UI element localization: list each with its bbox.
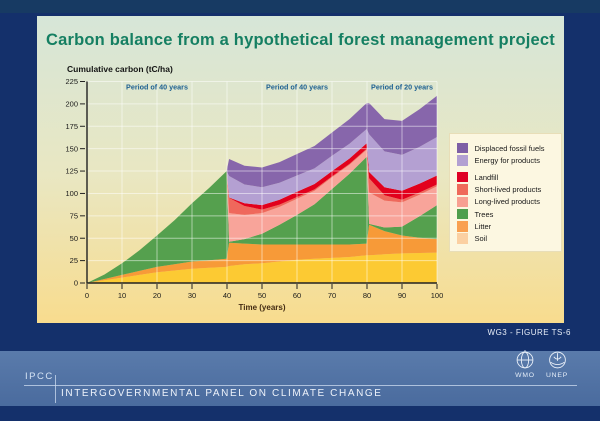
y-tick-label: 0 bbox=[74, 279, 78, 288]
legend-item: Long-lived products bbox=[450, 196, 561, 208]
period-annotation: Period of 40 years bbox=[266, 83, 328, 92]
legend-swatch bbox=[457, 171, 468, 183]
legend-label: Soil bbox=[474, 234, 488, 244]
org-name: INTERGOVERNMENTAL PANEL ON CLIMATE CHANG… bbox=[61, 388, 383, 399]
x-axis-title: Time (years) bbox=[238, 303, 286, 312]
y-tick-label: 200 bbox=[65, 99, 78, 108]
x-tick-label: 60 bbox=[293, 291, 301, 300]
legend-swatch bbox=[457, 155, 468, 166]
legend-swatch bbox=[457, 208, 468, 220]
axis-spines bbox=[86, 81, 437, 284]
top-strip bbox=[0, 0, 600, 13]
unep-label: UNEP bbox=[545, 372, 569, 379]
legend-label: Long-lived products bbox=[474, 197, 540, 207]
legend-swatch bbox=[457, 184, 468, 195]
y-axis-title: Cumulative carbon (tC/ha) bbox=[67, 64, 173, 74]
legend-item: Litter bbox=[450, 220, 561, 232]
legend-swatch bbox=[457, 142, 468, 154]
x-tick-label: 10 bbox=[118, 291, 126, 300]
legend-label: Litter bbox=[474, 221, 492, 231]
y-tick-label: 175 bbox=[65, 122, 78, 131]
period-annotations: Period of 40 years Period of 40 years Peri… bbox=[126, 83, 433, 92]
legend-item: Landfill bbox=[450, 171, 561, 183]
footer-divider-line bbox=[24, 385, 577, 386]
x-tick-label: 0 bbox=[85, 291, 89, 300]
figure-card: Carbon balance from a hypothetical fores… bbox=[37, 16, 564, 323]
tick-labels: 0 25 50 75 100 125 150 175 200 225 0 10 20 30 40 50 60 70… bbox=[65, 77, 443, 300]
legend-item: Short-lived products bbox=[450, 183, 561, 195]
legend-item: Soil bbox=[450, 233, 561, 245]
x-tick-label: 40 bbox=[223, 291, 231, 300]
legend-label: Energy for products bbox=[474, 155, 540, 165]
legend-item: Trees bbox=[450, 208, 561, 220]
gridlines bbox=[87, 81, 438, 283]
legend-label: Short-lived products bbox=[474, 185, 542, 195]
area-displaced-fossil-fuels bbox=[87, 95, 437, 283]
x-tick-label: 50 bbox=[258, 291, 266, 300]
y-tick-label: 25 bbox=[70, 256, 78, 265]
legend-item: Displaced fossil fuels bbox=[450, 142, 561, 154]
stacked-area-chart: 0 25 50 75 100 125 150 175 200 225 0 10 20 30 40 50 60 70… bbox=[65, 77, 443, 300]
wmo-emblem-icon bbox=[516, 350, 534, 369]
wmo-logo: WMO bbox=[510, 349, 540, 379]
legend-label: Displaced fossil fuels bbox=[474, 143, 545, 153]
y-tick-label: 75 bbox=[70, 211, 78, 220]
unep-emblem-icon bbox=[548, 351, 566, 369]
x-tick-label: 90 bbox=[398, 291, 406, 300]
period-annotation: Period of 20 years bbox=[371, 83, 433, 92]
x-tick-label: 20 bbox=[153, 291, 161, 300]
legend-swatch bbox=[457, 221, 468, 232]
y-tick-label: 225 bbox=[65, 77, 78, 86]
footer-divider-vertical bbox=[55, 375, 56, 403]
footer-band bbox=[0, 351, 600, 406]
legend-item: Energy for products bbox=[450, 154, 561, 166]
figure-reference: WG3 - FIGURE TS-6 bbox=[487, 328, 571, 337]
unep-logo: UNEP bbox=[541, 349, 573, 379]
y-tick-label: 125 bbox=[65, 167, 78, 176]
legend-label: Trees bbox=[474, 209, 494, 219]
y-tick-label: 100 bbox=[65, 189, 78, 198]
chart-legend: Displaced fossil fuels Energy for product… bbox=[449, 133, 562, 252]
x-tick-label: 100 bbox=[431, 291, 444, 300]
x-tick-label: 80 bbox=[363, 291, 371, 300]
x-tick-label: 30 bbox=[188, 291, 196, 300]
wmo-label: WMO bbox=[515, 372, 535, 379]
y-tick-label: 50 bbox=[70, 234, 78, 243]
org-abbreviation: IPCC bbox=[25, 371, 54, 382]
area-trees bbox=[87, 156, 437, 283]
period-annotation: Period of 40 years bbox=[126, 83, 188, 92]
figure-title: Carbon balance from a hypothetical fores… bbox=[46, 31, 555, 49]
legend-swatch bbox=[457, 233, 468, 244]
legend-label: Landfill bbox=[474, 172, 499, 182]
axis-ticks bbox=[80, 81, 438, 289]
x-tick-label: 70 bbox=[328, 291, 336, 300]
y-tick-label: 150 bbox=[65, 144, 78, 153]
legend-swatch bbox=[457, 196, 468, 208]
